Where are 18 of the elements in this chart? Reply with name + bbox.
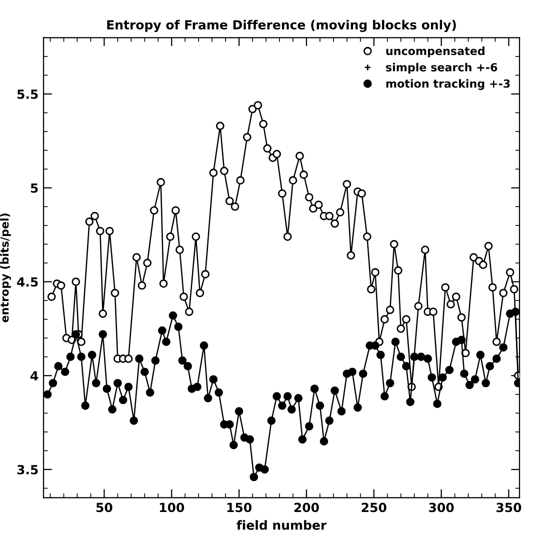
legend-label: simple search +-6 <box>386 62 498 74</box>
legend-label: motion tracking +-3 <box>386 79 510 90</box>
x-tick-label: 250 <box>362 502 386 512</box>
legend-label: uncompensated <box>386 46 484 58</box>
y-tick-label: 3.5 <box>17 464 38 474</box>
x-tick-label: 150 <box>227 502 252 512</box>
y-tick-label: 5 <box>30 183 38 193</box>
y-tick-label: 4.5 <box>17 277 38 287</box>
x-tick-label: 350 <box>496 502 522 512</box>
y-tick-label: 5.5 <box>17 90 38 99</box>
y-axis-title: entropy (bits/pel) <box>0 214 11 322</box>
chart-title: Entropy of Frame Difference (moving blocks only) <box>107 20 456 32</box>
x-tick-label: 300 <box>429 502 454 512</box>
x-tick-label: 200 <box>294 502 319 512</box>
x-axis-title: field number <box>236 520 327 530</box>
x-tick-label: 100 <box>160 502 184 512</box>
x-tick-label: 50 <box>96 502 112 512</box>
y-tick-label: 4 <box>30 371 38 380</box>
